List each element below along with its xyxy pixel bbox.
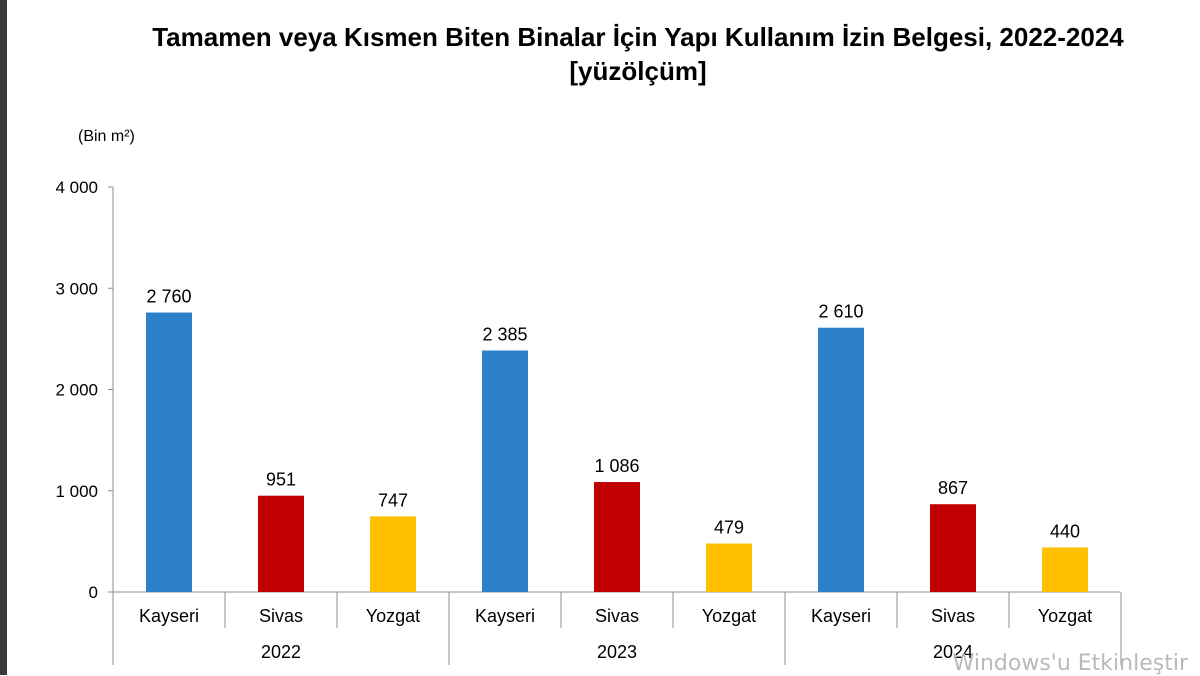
group-year-label: 2024 (933, 642, 973, 662)
data-label: 867 (938, 478, 968, 498)
data-label: 2 760 (146, 287, 191, 307)
category-label: Kayseri (139, 606, 199, 626)
chart-title: Tamamen veya Kısmen Biten Binalar İçin Y… (152, 22, 1124, 52)
y-tick-label: 0 (89, 583, 98, 602)
chart-subtitle: [yüzölçüm] (569, 56, 707, 86)
category-label: Kayseri (475, 606, 535, 626)
category-label: Yozgat (366, 606, 420, 626)
bar-2023-yozgat (706, 543, 752, 592)
bar-2024-yozgat (1042, 547, 1088, 592)
y-tick-label: 3 000 (55, 279, 98, 298)
data-label: 1 086 (594, 456, 639, 476)
bar-2024-kayseri (818, 327, 864, 592)
bar-2022-kayseri (146, 312, 192, 592)
group-year-label: 2022 (261, 642, 301, 662)
y-tick-label: 1 000 (55, 482, 98, 501)
bar-2023-kayseri (482, 350, 528, 592)
category-label: Sivas (931, 606, 975, 626)
category-label: Yozgat (702, 606, 756, 626)
data-label: 479 (714, 518, 744, 538)
category-label: Sivas (259, 606, 303, 626)
group-year-label: 2023 (597, 642, 637, 662)
bar-2022-yozgat (370, 516, 416, 592)
bar-2022-sivas (258, 495, 304, 592)
windows-activation-watermark: Windows'u Etkinleştir (952, 651, 1188, 676)
data-label: 2 385 (482, 325, 527, 345)
y-tick-label: 4 000 (55, 178, 98, 197)
window-left-edge (0, 0, 7, 675)
category-label: Yozgat (1038, 606, 1092, 626)
bar-2024-sivas (930, 504, 976, 592)
data-label: 951 (266, 470, 296, 490)
data-label: 440 (1050, 521, 1080, 541)
category-label: Sivas (595, 606, 639, 626)
data-label: 747 (378, 490, 408, 510)
y-axis-unit-label: (Bin m²) (78, 128, 135, 145)
y-tick-label: 2 000 (55, 381, 98, 400)
bar-2023-sivas (594, 482, 640, 592)
data-label: 2 610 (818, 302, 863, 322)
category-label: Kayseri (811, 606, 871, 626)
